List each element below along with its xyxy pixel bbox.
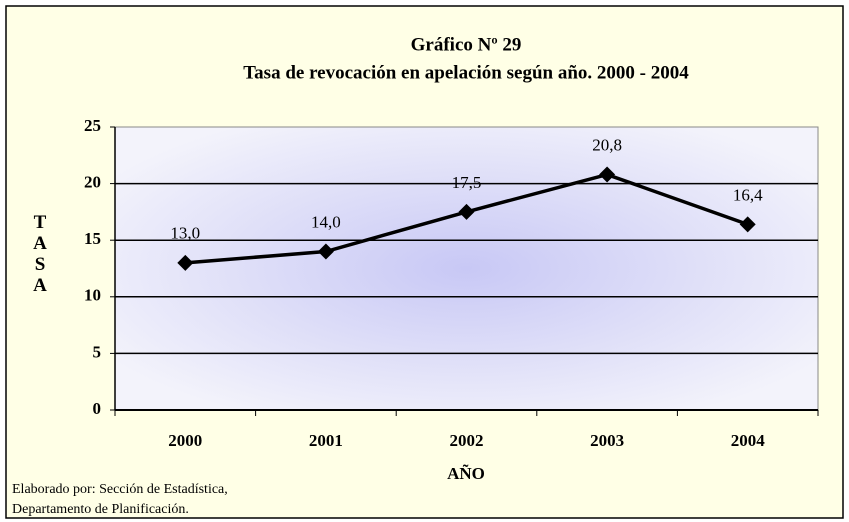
point: [599, 166, 616, 183]
y-tick-label: 0: [93, 399, 102, 418]
point: [458, 203, 475, 220]
data-label: 20,8: [592, 135, 622, 154]
y-tick-label: 20: [84, 173, 101, 192]
x-tick-label: 2002: [450, 431, 484, 450]
point: [317, 243, 334, 260]
y-tick-label: 5: [93, 342, 102, 361]
source-note: Elaborado por: Sección de Estadística,: [12, 482, 228, 497]
y-tick-label: 10: [84, 286, 101, 305]
data-label: 16,4: [733, 185, 763, 204]
y-tick-label: 25: [84, 116, 101, 135]
x-tick-label: 2001: [309, 431, 343, 450]
source-note: Departamento de Planificación.: [12, 502, 189, 517]
y-axis-label: TASA: [30, 212, 51, 296]
y-tick-label: 15: [84, 229, 101, 248]
x-axis-label: AÑO: [447, 464, 485, 483]
point: [739, 216, 756, 233]
x-tick-label: 2003: [590, 431, 624, 450]
data-label: 14,0: [311, 212, 341, 231]
point: [177, 254, 194, 271]
data-label: 17,5: [452, 173, 482, 192]
x-tick-label: 2004: [731, 431, 766, 450]
chart-subtitle: Tasa de revocación en apelación según añ…: [243, 62, 689, 83]
plot-area: [114, 126, 819, 411]
x-tick-label: 2000: [168, 431, 202, 450]
data-label: 13,0: [170, 224, 200, 243]
chart-title: Gráfico Nº 29: [411, 34, 522, 55]
